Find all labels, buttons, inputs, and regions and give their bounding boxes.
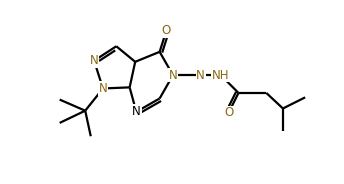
Text: N: N xyxy=(90,54,98,67)
Text: N: N xyxy=(196,69,205,82)
Text: O: O xyxy=(224,106,233,119)
Text: O: O xyxy=(162,24,171,37)
Text: N: N xyxy=(169,69,178,82)
Text: NH: NH xyxy=(212,69,229,82)
Text: N: N xyxy=(99,82,107,95)
Text: N: N xyxy=(132,105,141,118)
